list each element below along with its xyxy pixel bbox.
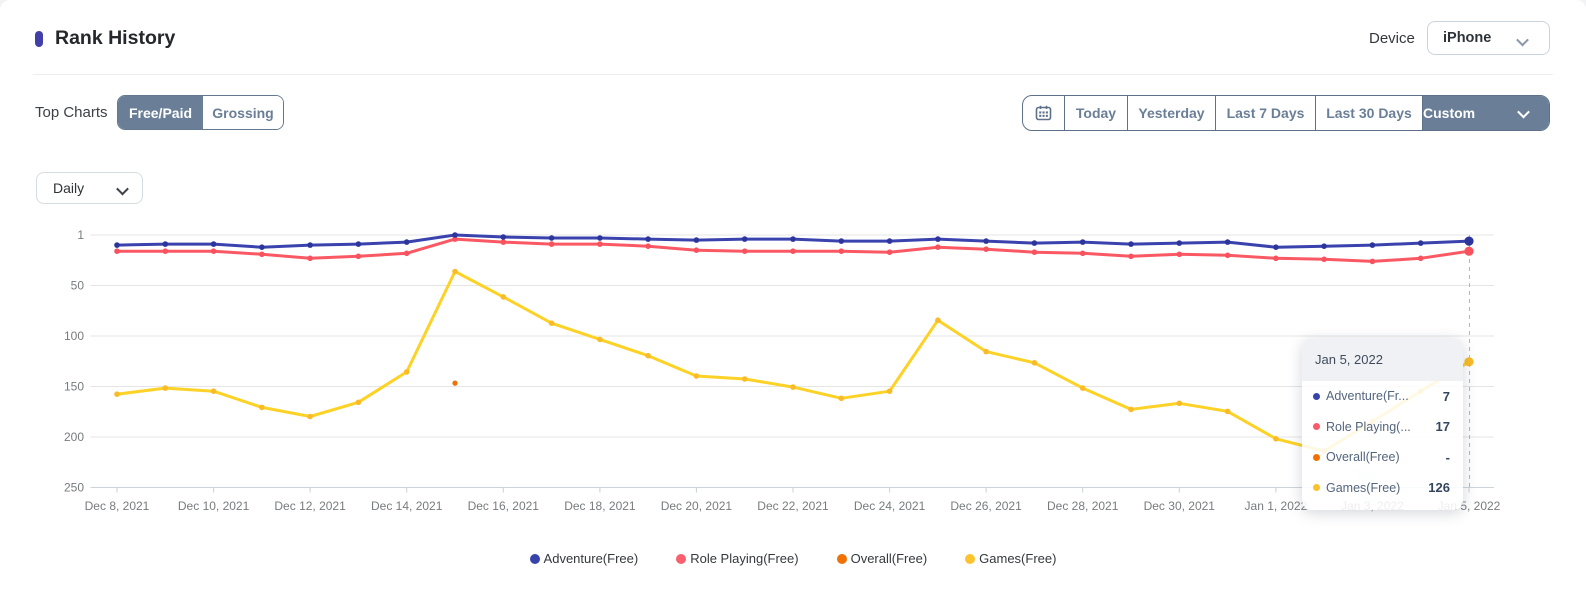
svg-text:Dec 16, 2021: Dec 16, 2021 <box>468 499 540 513</box>
svg-text:Dec 8, 2021: Dec 8, 2021 <box>85 499 150 513</box>
svg-text:200: 200 <box>64 430 84 444</box>
svg-text:Dec 14, 2021: Dec 14, 2021 <box>371 499 443 513</box>
svg-text:Dec 30, 2021: Dec 30, 2021 <box>1144 499 1216 513</box>
svg-text:Jan 1, 2022: Jan 1, 2022 <box>1245 499 1308 513</box>
svg-text:Dec 22, 2021: Dec 22, 2021 <box>757 499 829 513</box>
svg-text:1: 1 <box>77 228 84 242</box>
svg-text:Dec 26, 2021: Dec 26, 2021 <box>950 499 1022 513</box>
svg-text:250: 250 <box>64 481 84 495</box>
svg-text:Dec 28, 2021: Dec 28, 2021 <box>1047 499 1119 513</box>
svg-text:Dec 18, 2021: Dec 18, 2021 <box>564 499 636 513</box>
svg-text:50: 50 <box>71 279 85 293</box>
svg-text:Dec 12, 2021: Dec 12, 2021 <box>274 499 346 513</box>
svg-text:150: 150 <box>64 380 84 394</box>
svg-text:Dec 20, 2021: Dec 20, 2021 <box>661 499 733 513</box>
svg-text:Dec 24, 2021: Dec 24, 2021 <box>854 499 926 513</box>
svg-text:100: 100 <box>64 329 84 343</box>
svg-text:Dec 10, 2021: Dec 10, 2021 <box>178 499 250 513</box>
